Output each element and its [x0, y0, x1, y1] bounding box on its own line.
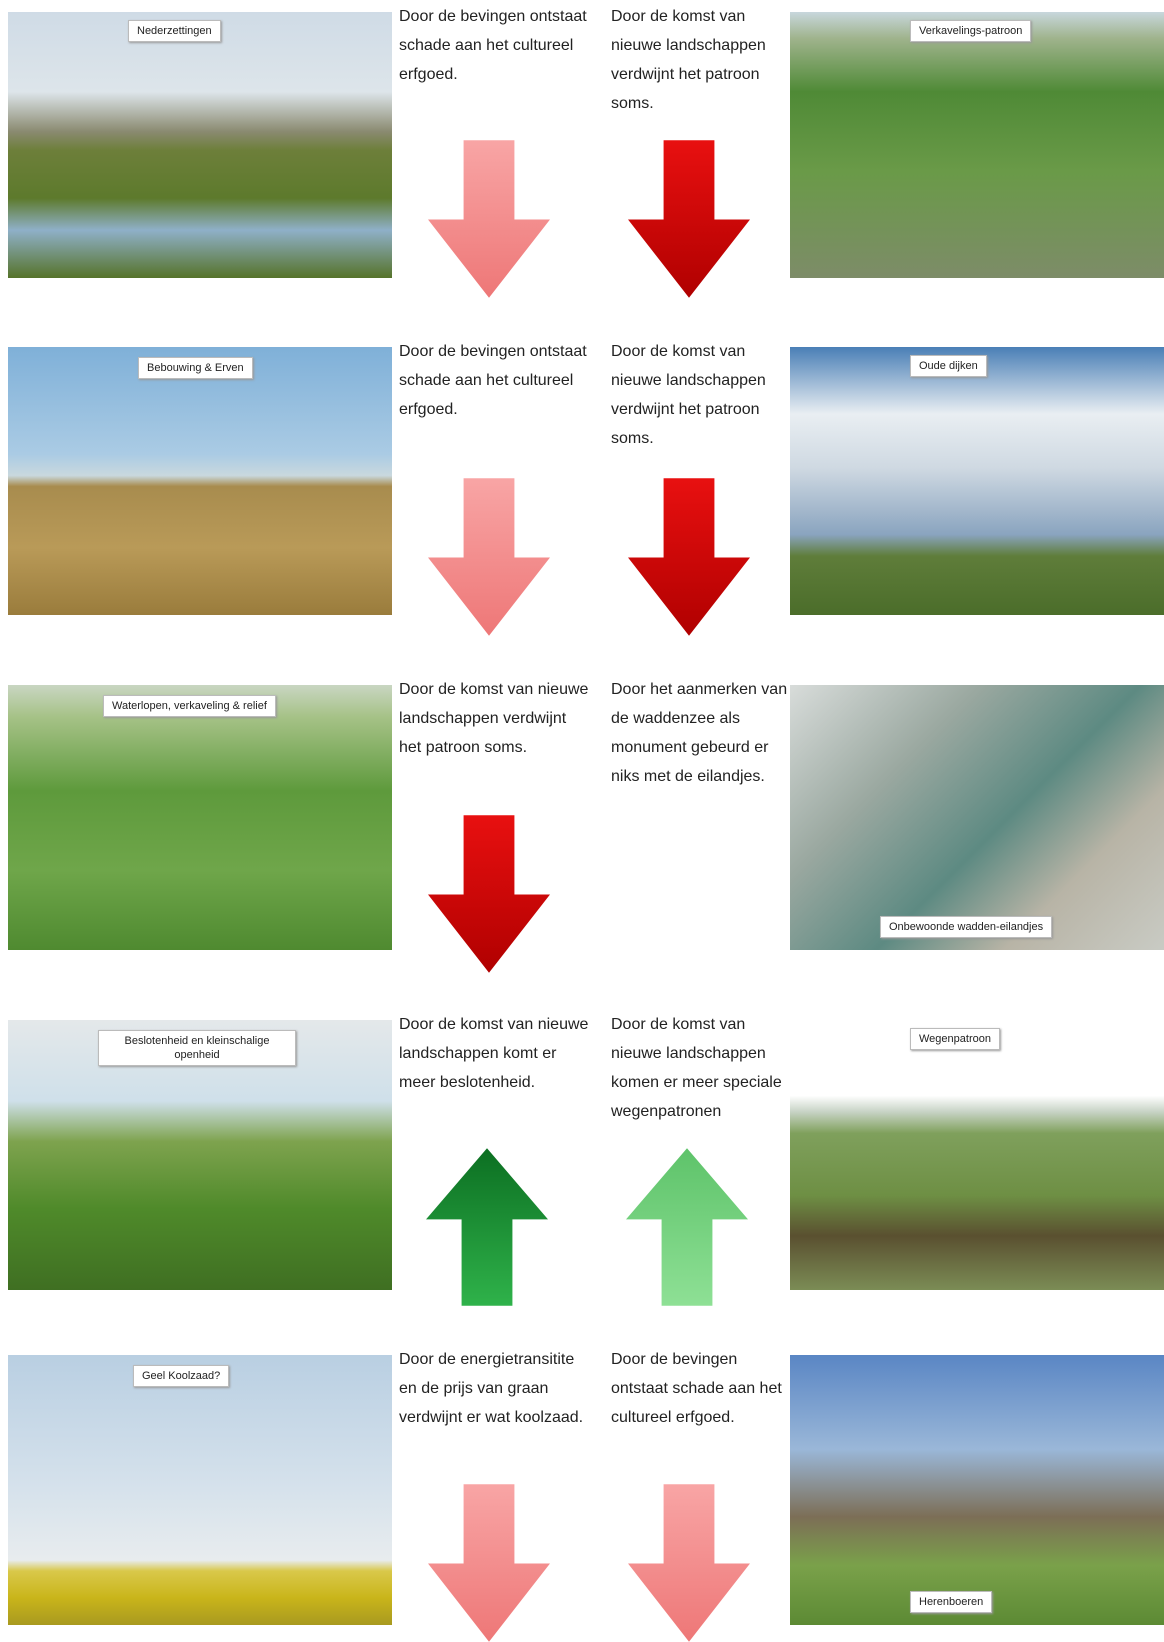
arrow-down: [628, 140, 750, 298]
photo-label: Waterlopen, verkaveling & relief: [103, 695, 276, 717]
photo-label: Geel Koolzaad?: [133, 1365, 229, 1387]
right-photo: Wegenpatroon: [790, 1020, 1164, 1290]
photo-label: Herenboeren: [910, 1591, 992, 1613]
right-photo: Onbewoonde wadden-eilandjes: [790, 685, 1164, 950]
arrow-down: [428, 140, 550, 298]
photo-label: Nederzettingen: [128, 20, 221, 42]
arrow-down: [628, 1484, 750, 1642]
description: Door de komst van nieuwe landschappen ko…: [611, 1010, 791, 1126]
arrow-down: [428, 1484, 550, 1642]
right-photo: Verkavelings-patroon: [790, 12, 1164, 278]
right-photo: Herenboeren: [790, 1355, 1164, 1625]
left-photo: Waterlopen, verkaveling & relief: [8, 685, 392, 950]
photo-label: Bebouwing & Erven: [138, 357, 253, 379]
left-photo: Bebouwing & Erven: [8, 347, 392, 615]
left-photo: Beslotenheid en kleinschalige openheid: [8, 1020, 392, 1290]
photo-label: Wegenpatroon: [910, 1028, 1000, 1050]
arrow-up: [626, 1148, 748, 1306]
description: Door de energietransitite en de prijs va…: [399, 1345, 589, 1432]
photo-label: Verkavelings-patroon: [910, 20, 1031, 42]
left-photo: Geel Koolzaad?: [8, 1355, 392, 1625]
description: Door de bevingen ontstaat schade aan het…: [611, 1345, 791, 1432]
description: Door de bevingen ontstaat schade aan het…: [399, 337, 589, 424]
description: Door de komst van nieuwe landschappen ko…: [399, 1010, 589, 1097]
description: Door de komst van nieuwe landschappen ve…: [611, 2, 791, 118]
description: Door de komst van nieuwe landschappen ve…: [399, 675, 589, 762]
photo-label: Oude dijken: [910, 355, 987, 377]
description: Door de bevingen ontstaat schade aan het…: [399, 2, 589, 89]
arrow-up: [426, 1148, 548, 1306]
page: {"rows": [ {"left_label": "Nederzettinge…: [0, 0, 1164, 1636]
arrow-down: [628, 478, 750, 636]
arrow-down: [428, 478, 550, 636]
left-photo: Nederzettingen: [8, 12, 392, 278]
right-photo: Oude dijken: [790, 347, 1164, 615]
description: Door de komst van nieuwe landschappen ve…: [611, 337, 791, 453]
arrow-down: [428, 815, 550, 973]
photo-label: Beslotenheid en kleinschalige openheid: [98, 1030, 296, 1066]
photo-label: Onbewoonde wadden-eilandjes: [880, 916, 1052, 938]
description: Door het aanmerken van de waddenzee als …: [611, 675, 791, 791]
